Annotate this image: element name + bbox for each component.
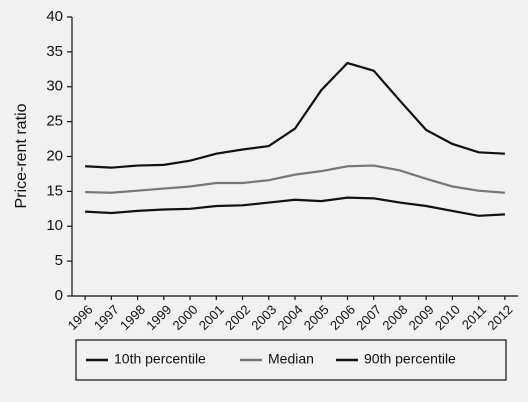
x-tick-label: 2001: [196, 302, 227, 333]
legend-box: [75, 339, 507, 381]
y-tick-label: 15: [46, 182, 63, 199]
legend-label: Median: [268, 351, 314, 367]
series-line: [85, 164, 505, 194]
series-line: [85, 61, 505, 169]
x-tick-label: 1997: [91, 302, 122, 333]
y-tick-label: 5: [55, 252, 63, 269]
x-tick-label: 2003: [248, 302, 279, 333]
x-tick-label: 2002: [222, 302, 253, 333]
legend-label: 10th percentile: [114, 351, 206, 367]
x-tick-label: 1999: [143, 302, 174, 333]
x-tick-label: 2004: [274, 302, 305, 333]
x-tick-label: 2007: [353, 302, 384, 333]
x-tick-label: 1998: [117, 302, 148, 333]
y-tick-label: 0: [55, 287, 63, 304]
series-line: [85, 196, 505, 217]
x-tick-label: 2012: [484, 302, 515, 333]
y-tick-label: 10: [46, 217, 63, 234]
y-tick-label: 40: [46, 8, 63, 25]
x-tick-label: 2010: [432, 302, 463, 333]
x-tick-label: 2008: [379, 302, 410, 333]
x-tick-label: 2005: [301, 302, 332, 333]
y-tick-label: 35: [46, 43, 63, 60]
y-tick-label: 25: [46, 113, 63, 130]
y-tick-label: 30: [46, 78, 63, 95]
x-tick-label: 2000: [170, 302, 201, 333]
x-tick-label: 1996: [65, 302, 96, 333]
x-tick-label: 2009: [406, 302, 437, 333]
x-tick-label: 2006: [327, 302, 358, 333]
y-axis-label: Price-rent ratio: [13, 103, 30, 208]
x-tick-label: 2011: [459, 302, 489, 332]
legend-label: 90th percentile: [364, 351, 456, 367]
y-tick-label: 20: [46, 147, 63, 164]
